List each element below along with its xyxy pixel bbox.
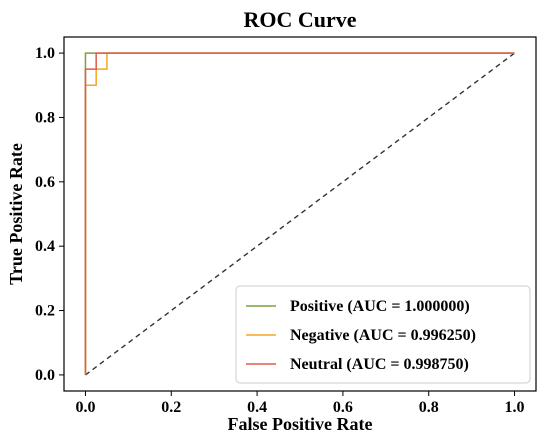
series-line-2 (84, 52, 515, 375)
plot-area (84, 52, 515, 376)
x-tick-label-5: 1.0 (505, 399, 525, 416)
x-tick-label-1: 0.2 (161, 399, 181, 416)
y-tick-label-2: 0.4 (35, 238, 55, 255)
y-tick-label-3: 0.6 (35, 174, 55, 191)
y-tick-label-4: 0.8 (35, 109, 55, 126)
plot-frame (63, 36, 537, 392)
x-tick-label-2: 0.4 (247, 399, 267, 416)
y-tick-label-0: 0.0 (35, 367, 55, 384)
legend-label-2: Neutral (AUC = 0.998750) (290, 356, 469, 373)
x-axis-label: False Positive Rate (228, 414, 373, 434)
x-tick-label-0: 0.0 (75, 399, 95, 416)
legend: Positive (AUC = 1.000000) Negative (AUC =… (235, 285, 531, 384)
chart-title: ROC Curve (243, 7, 356, 32)
legend-label-0: Positive (AUC = 1.000000) (290, 298, 470, 315)
legend-box (235, 285, 531, 384)
y-axis-label: True Positive Rate (6, 143, 26, 285)
axis-ticks: 0.0 0.2 0.4 0.6 0.8 1.0 0.0 0.2 0.4 0.6 0.8 1.0 (35, 45, 525, 416)
y-tick-label-1: 0.2 (35, 303, 55, 320)
y-tick-label-5: 1.0 (35, 45, 55, 62)
x-tick-label-4: 0.8 (419, 399, 439, 416)
legend-label-1: Negative (AUC = 0.996250) (290, 327, 476, 344)
x-tick-label-3: 0.6 (333, 399, 353, 416)
